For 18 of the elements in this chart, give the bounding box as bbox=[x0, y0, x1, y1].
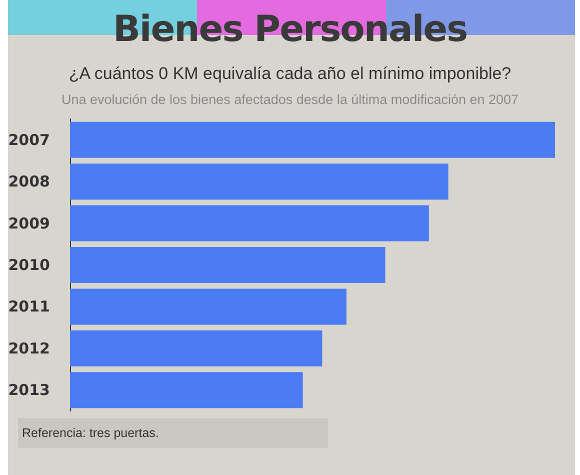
y-tick-label: 2009 bbox=[8, 214, 50, 232]
chart-title: Bienes Personales bbox=[112, 9, 468, 51]
text: Una evolución de los bienes afectados desde la última modificación en 2007 bbox=[60, 92, 520, 107]
y-tick-label: 2011 bbox=[8, 298, 50, 316]
text: Referencia: tres puertas. bbox=[22, 426, 159, 440]
y-tick-label: 2013 bbox=[8, 381, 50, 400]
y-tick-label: 2010 bbox=[8, 256, 50, 274]
bar bbox=[70, 164, 448, 200]
bar bbox=[70, 122, 555, 158]
y-tick-label: 2008 bbox=[8, 172, 50, 191]
y-tick-label: 2007 bbox=[8, 130, 50, 149]
bar bbox=[70, 288, 346, 325]
bar bbox=[70, 247, 386, 283]
y-tick-label: 2012 bbox=[8, 339, 50, 358]
bar bbox=[70, 372, 303, 408]
chart-subtitle: ¿A cuántos 0 KM equivalía cada año el mínimo imponible? bbox=[68, 64, 512, 84]
bar bbox=[70, 330, 322, 366]
bar bbox=[70, 205, 429, 242]
